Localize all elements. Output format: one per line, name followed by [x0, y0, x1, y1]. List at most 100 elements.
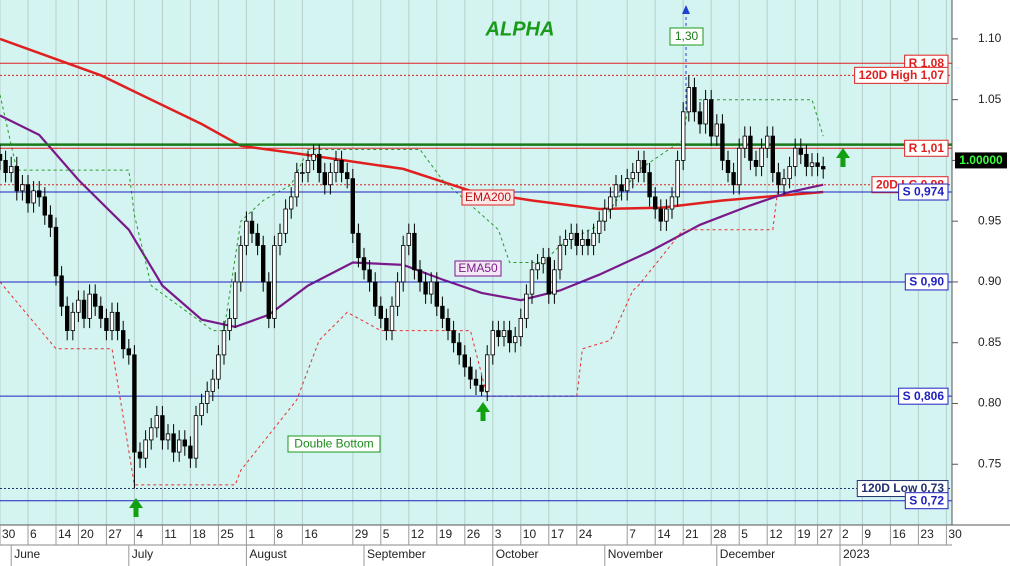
candle-body: [328, 172, 333, 186]
candle-body: [115, 311, 120, 331]
candle-body: [266, 281, 271, 319]
candle-body: [87, 293, 92, 319]
candle-body: [501, 330, 507, 338]
indicator-line: [0, 94, 824, 332]
x-tick-label: 12: [411, 527, 425, 541]
candle-body: [0, 153, 3, 161]
candle-body: [759, 147, 764, 167]
x-tick-label: 11: [164, 527, 177, 541]
candle-body: [737, 147, 742, 186]
candle-body: [619, 184, 624, 192]
candle-body: [333, 160, 339, 173]
x-tick-label: 27: [108, 527, 122, 541]
candle-body: [305, 160, 311, 173]
month-label: June: [14, 547, 40, 561]
candle-body: [781, 178, 787, 186]
candle-body: [20, 184, 25, 192]
candle-body: [613, 184, 619, 198]
indicator-line: [0, 184, 779, 486]
level-label: 120D Low 0,73: [861, 481, 944, 495]
x-tick-label: 30: [2, 527, 16, 541]
candle-body: [625, 178, 630, 192]
candle-body: [585, 239, 591, 246]
candle-body: [490, 330, 495, 356]
candle-body: [591, 232, 596, 246]
candle-body: [714, 123, 719, 137]
candles: [0, 75, 826, 489]
candle-body: [143, 439, 148, 459]
candle-body: [440, 305, 445, 319]
buy-signal: [129, 498, 143, 517]
candle-body: [546, 257, 551, 295]
candle-body: [473, 378, 479, 386]
candle-body: [171, 433, 176, 453]
candle-body: [322, 172, 327, 186]
x-tick-label: 5: [741, 527, 748, 541]
axes: 1.101.051.000.950.900.850.800.7530614202…: [0, 31, 1007, 566]
candle-body: [339, 160, 344, 173]
y-tick-label: 0.90: [978, 274, 1002, 288]
candle-body: [165, 433, 171, 441]
candle-body: [753, 160, 759, 167]
candle-body: [681, 111, 686, 161]
candle-body: [378, 305, 383, 319]
candle-body: [389, 305, 395, 331]
x-tick-label: 3: [495, 527, 502, 541]
pattern-label: Double Bottom: [294, 437, 373, 451]
candle-body: [647, 172, 652, 198]
candle-body: [367, 269, 372, 283]
x-tick-label: 4: [136, 527, 143, 541]
candle-body: [8, 166, 14, 173]
candle-body: [176, 439, 182, 453]
x-tick-label: 5: [383, 527, 390, 541]
month-label: November: [608, 547, 663, 561]
candle-body: [121, 330, 126, 350]
candle-body: [804, 153, 809, 167]
candle-body: [793, 147, 798, 167]
candle-body: [406, 232, 411, 246]
candle-body: [742, 135, 747, 149]
x-tick-label: 25: [220, 527, 234, 541]
candle-body: [344, 172, 350, 180]
candle-body: [76, 299, 81, 313]
ema50-box: [454, 260, 502, 277]
candle-body: [703, 99, 708, 125]
candle-body: [529, 269, 535, 295]
candle-body: [692, 87, 697, 113]
candle-body: [361, 257, 367, 271]
pattern-box: [287, 435, 381, 453]
candle-body: [244, 220, 249, 246]
candle-body: [507, 330, 512, 344]
x-tick-label: 9: [864, 527, 871, 541]
x-tick-label: 10: [523, 527, 537, 541]
candle-body: [104, 318, 109, 331]
candle-body: [384, 318, 389, 331]
x-tick-label: 8: [276, 527, 283, 541]
x-tick-label: 24: [579, 527, 593, 541]
candle-body: [126, 348, 131, 356]
level-label: S 0,90: [909, 275, 944, 289]
candle-body: [484, 354, 490, 392]
candle-body: [132, 354, 137, 453]
month-label: December: [720, 547, 775, 561]
month-label: 2023: [843, 547, 870, 561]
month-label: September: [367, 547, 426, 561]
candle-body: [199, 403, 204, 417]
candle-body: [496, 330, 501, 338]
candle-body: [809, 162, 815, 167]
x-tick-label: 23: [920, 527, 934, 541]
x-tick-label: 29: [355, 527, 369, 541]
candle-body: [48, 214, 53, 228]
candle-body: [372, 281, 378, 307]
candle-body: [283, 208, 288, 234]
candle-body: [255, 232, 260, 246]
candle-body: [81, 299, 87, 319]
candle-body: [98, 305, 103, 319]
x-tick-label: 16: [892, 527, 906, 541]
candle-body: [686, 87, 691, 113]
candle-body: [524, 293, 529, 319]
x-tick-label: 27: [820, 527, 834, 541]
level-label: R 1,01: [909, 141, 945, 155]
